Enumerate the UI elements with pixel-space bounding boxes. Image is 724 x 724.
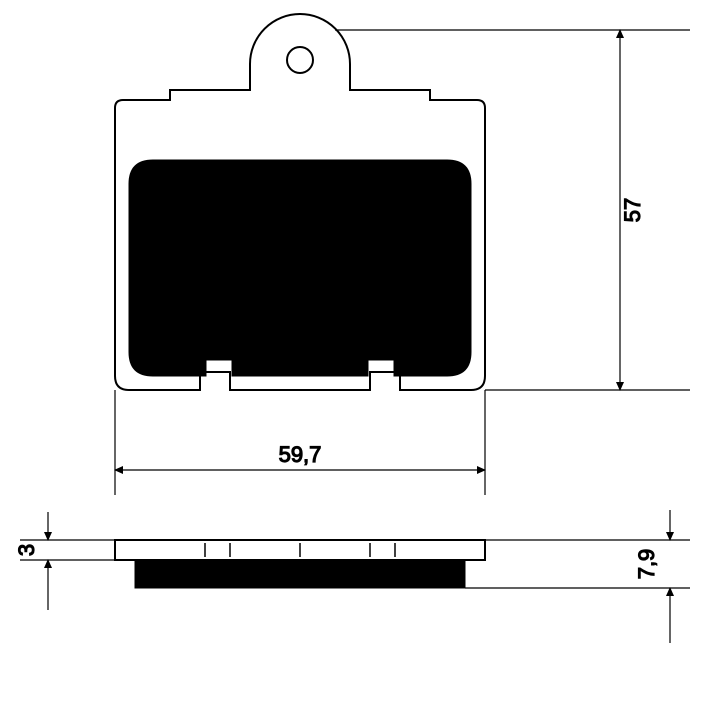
side-plate-ticks: [205, 543, 395, 557]
dim-width: 59,7: [115, 390, 485, 495]
dim-plate-thickness: 3: [14, 512, 115, 610]
dim-total-thickness-value: 7,9: [634, 549, 659, 580]
side-view: [115, 540, 485, 588]
side-pad: [135, 560, 465, 588]
friction-pad: [129, 160, 471, 376]
dim-total-thickness: 7,9: [465, 510, 690, 643]
dim-width-value: 59,7: [279, 442, 322, 467]
dim-plate-thickness-value: 3: [14, 544, 39, 556]
technical-drawing: 57 59,7 3 7,9: [0, 0, 724, 724]
front-view: [115, 14, 485, 390]
dim-height-value: 57: [620, 198, 645, 222]
mounting-hole: [287, 47, 313, 73]
